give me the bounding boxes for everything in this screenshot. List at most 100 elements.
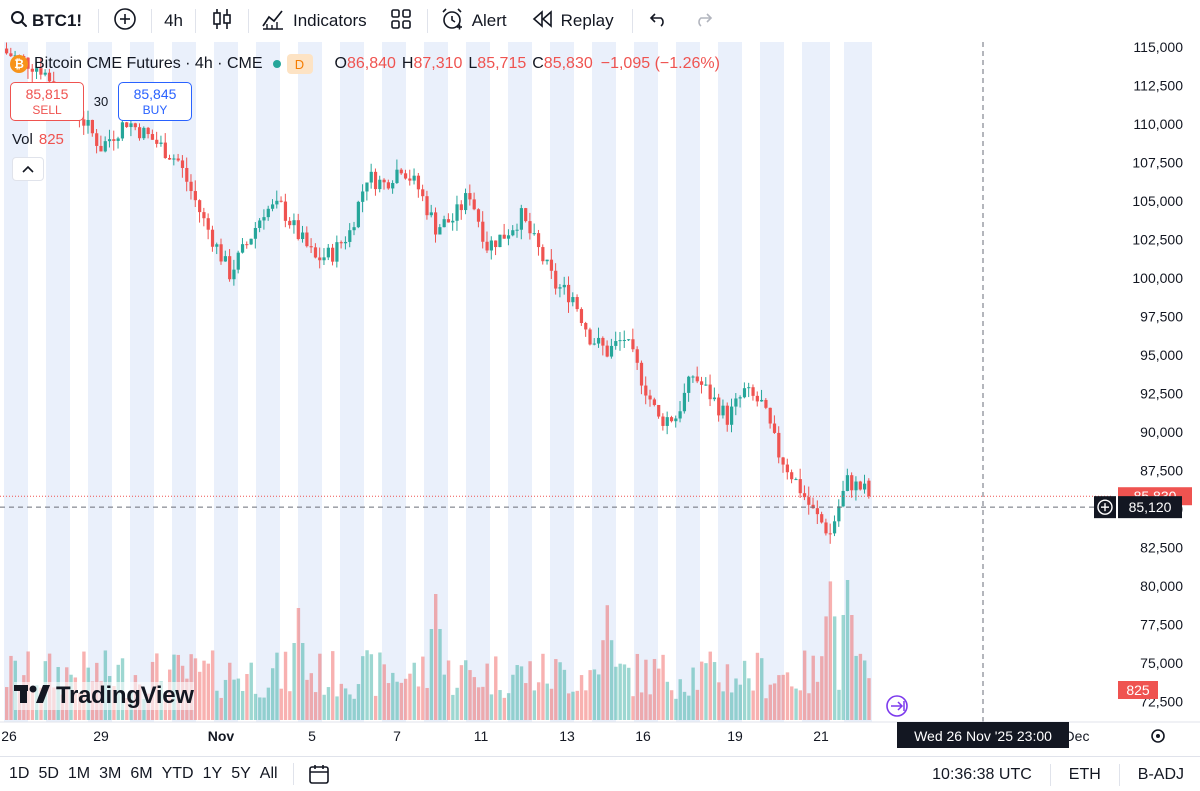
close-value: 85,830 <box>543 55 593 72</box>
volume-bar <box>661 654 665 720</box>
time-tick-label: 13 <box>559 728 575 744</box>
volume-bar <box>391 672 395 720</box>
alert-label: Alert <box>471 11 507 30</box>
candle <box>665 411 669 435</box>
session-band <box>88 42 112 722</box>
plus-circle-icon[interactable] <box>1094 496 1116 519</box>
price-tick-label: 80,000 <box>1140 578 1183 594</box>
grid-icon <box>390 8 412 35</box>
symbol-search[interactable]: BTC1! <box>10 0 82 42</box>
volume-bar <box>639 692 644 720</box>
range-button[interactable]: 1M <box>67 765 91 782</box>
sell-button[interactable]: 85,815 SELL <box>10 82 84 121</box>
volume-bar <box>562 669 567 720</box>
replay-button[interactable]: Replay <box>531 0 614 42</box>
candle <box>292 213 296 234</box>
session-band <box>592 42 616 722</box>
settings-gear-icon[interactable] <box>1151 729 1165 743</box>
delayed-badge[interactable]: D <box>286 54 313 74</box>
price-chart[interactable]: 72,50075,00077,50080,00082,50085,00087,5… <box>0 42 1200 756</box>
crosshair-price-label-bg <box>1118 496 1182 519</box>
session-button[interactable]: ETH <box>1068 765 1101 783</box>
volume-bar <box>331 651 335 720</box>
clock-time[interactable]: 10:36:38 UTC <box>932 765 1032 783</box>
candle <box>30 63 34 83</box>
low-key: L <box>468 55 478 72</box>
tradingview-logo[interactable]: TradingView <box>14 682 194 710</box>
candle <box>721 399 725 419</box>
range-button[interactable]: All <box>259 765 278 782</box>
volume-bar <box>618 663 622 720</box>
volume-bar <box>738 684 742 720</box>
volume-bar <box>828 581 833 720</box>
undo-button[interactable] <box>645 7 673 35</box>
candle <box>837 499 841 527</box>
volume-scale-label: 825 <box>1126 682 1150 698</box>
session-band <box>802 42 830 722</box>
price-tick-label: 77,500 <box>1140 617 1183 633</box>
layouts-button[interactable] <box>387 7 415 35</box>
candle <box>605 340 609 358</box>
chart-type-button[interactable] <box>208 7 236 35</box>
volume-bar <box>416 686 421 720</box>
volume-bar <box>863 660 867 720</box>
volume-bar <box>442 674 446 720</box>
collapse-legend-button[interactable] <box>12 157 44 181</box>
range-button[interactable]: 6M <box>130 765 153 782</box>
volume-bar <box>262 697 266 720</box>
candle <box>820 511 824 524</box>
range-button[interactable]: 5D <box>38 765 59 782</box>
candle <box>125 121 129 128</box>
range-button[interactable]: 1D <box>9 765 30 782</box>
candle <box>747 382 751 398</box>
compare-button[interactable] <box>111 7 139 35</box>
volume-bar <box>223 679 228 720</box>
candle <box>558 284 562 298</box>
time-scale[interactable]: 26 29 Nov 5 7 11 13 16 19 21 Dec <box>1 728 1089 744</box>
volume-bar <box>760 658 764 720</box>
volume-legend-value: 825 <box>38 131 64 148</box>
volume-bar <box>258 697 262 720</box>
alert-button[interactable]: Alert <box>440 0 507 42</box>
candle <box>348 223 352 248</box>
session-band <box>466 42 490 722</box>
volume-bar <box>687 695 691 720</box>
candle <box>674 415 678 428</box>
volume-bar <box>657 668 661 720</box>
legend-title[interactable]: Bitcoin CME Futures · 4h · CME <box>34 55 263 72</box>
range-button[interactable]: 5Y <box>231 765 251 782</box>
volume-bar <box>326 687 331 720</box>
range-button[interactable]: 3M <box>99 765 122 782</box>
interval-button[interactable]: 4h <box>164 11 183 30</box>
range-selector: 1D 5D 1M 3M 6M YTD 1Y 5Y All <box>9 765 287 783</box>
calendar-icon[interactable] <box>308 763 330 785</box>
redo-button[interactable] <box>689 7 717 35</box>
volume-bar <box>571 691 575 720</box>
volume-bar <box>678 679 682 720</box>
candle <box>536 229 541 256</box>
volume-bar <box>472 677 477 720</box>
candle <box>159 135 163 147</box>
crosshair-time-label: Wed 26 Nov '25 23:00 <box>914 728 1052 744</box>
session-band <box>760 42 784 722</box>
candle <box>262 209 266 230</box>
volume-bar <box>318 653 322 720</box>
candle <box>652 397 656 407</box>
separator <box>151 9 153 33</box>
candle <box>296 213 300 241</box>
price-tick-label: 82,500 <box>1140 540 1183 556</box>
price-scale[interactable]: 72,50075,00077,50080,00082,50085,00087,5… <box>1132 42 1183 710</box>
buy-button[interactable]: 85,845 BUY <box>118 82 192 121</box>
volume-bar <box>459 665 464 720</box>
volume-bar <box>854 655 858 720</box>
range-button[interactable]: 1Y <box>202 765 223 782</box>
adjustment-button[interactable]: B-ADJ <box>1137 765 1184 783</box>
time-tick-label: Nov <box>208 728 235 744</box>
volume-legend[interactable]: Vol 825 <box>12 131 64 148</box>
indicators-button[interactable]: Indicators <box>261 0 367 42</box>
range-button[interactable]: YTD <box>161 765 194 782</box>
scroll-to-realtime-button[interactable] <box>886 695 908 717</box>
candle <box>768 407 772 429</box>
candle <box>442 215 446 228</box>
volume-bar <box>408 673 412 720</box>
